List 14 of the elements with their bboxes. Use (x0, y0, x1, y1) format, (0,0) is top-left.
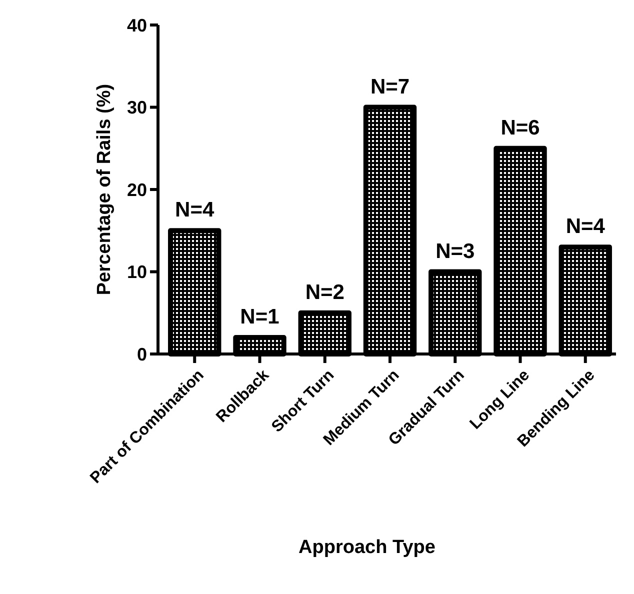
y-tick-label: 10 (126, 262, 147, 282)
y-tick-label: 40 (126, 15, 147, 36)
annotation: N=7 (370, 75, 410, 98)
y-tick-label: 0 (136, 344, 147, 364)
y-tick-label: 30 (126, 98, 147, 118)
annotation: N=4 (566, 215, 606, 238)
y-tick-label: 20 (126, 180, 147, 200)
annotation: N=1 (240, 306, 280, 329)
annotation: N=6 (500, 116, 540, 140)
annotation: N=2 (305, 280, 344, 304)
annotation: N=3 (436, 240, 475, 263)
y-axis-title: Percentage of Rails (%) (94, 84, 115, 296)
x-axis-title: Approach Type (298, 537, 436, 558)
annotation: N=4 (175, 198, 214, 222)
